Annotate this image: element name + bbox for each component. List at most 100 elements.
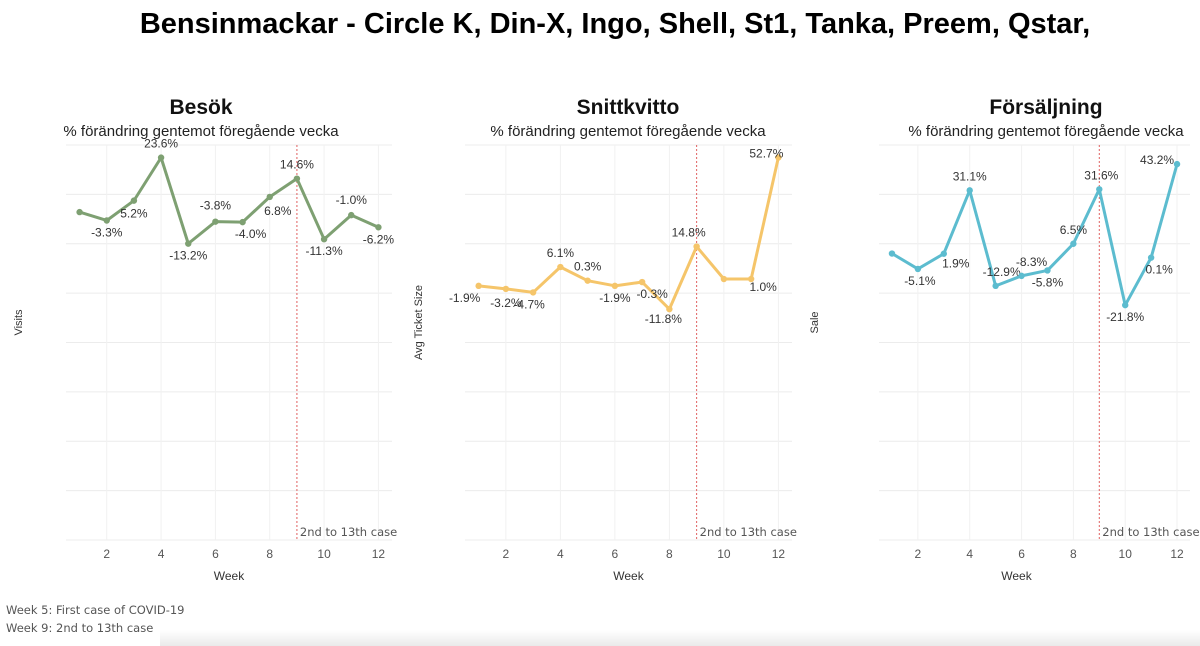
y-axis-label: Sale [809,311,821,333]
data-point [293,175,301,182]
data-point [1122,301,1129,309]
data-point [611,282,619,290]
series-line [478,157,780,311]
data-point [1018,272,1025,280]
data-point [1070,240,1077,247]
data-point [1096,186,1103,193]
data-label: -8.3% [1016,255,1048,269]
x-tick-label: 10 [317,547,331,561]
data-point [475,282,482,290]
bottom-shade [160,630,1200,646]
data-point [502,285,510,293]
x-tick-label: 12 [772,547,786,561]
chart-title: Besök [169,96,233,119]
reference-line-label: 2nd to 13th case [1102,525,1199,539]
data-label: -5.1% [904,274,936,288]
x-tick-label: 4 [557,547,564,561]
data-point [992,282,999,290]
data-label: 5.2% [120,207,148,221]
x-tick-label: 12 [1170,547,1184,561]
main-title: Bensinmackar - Circle K, Din-X, Ingo, Sh… [139,8,1091,40]
x-axis-label: Week [214,569,245,583]
reference-line-label: 2nd to 13th case [300,525,397,539]
data-label: -11.8% [645,312,682,326]
footnote-week9: Week 9: 2nd to 13th case [6,621,154,635]
data-point [747,275,755,283]
data-label: -1.9% [599,291,631,305]
data-label: -3.3% [91,225,123,239]
data-label: -1.0% [336,193,368,207]
data-label: -6.2% [363,232,395,246]
data-label: 14.6% [280,158,314,172]
line-chart-visits: 2 4 6 8 10 12 Week Visits 2nd to 13th case -3.3% 5… [13,137,397,583]
data-point [940,250,947,257]
data-label: -1.9% [449,291,481,305]
data-point [966,187,973,194]
data-point [348,211,355,219]
x-axis-label: Week [613,569,644,583]
x-tick-label: 10 [1119,547,1133,561]
line-chart-sale: 2 4 6 8 10 12 Week Sale 2nd to 13th case -5.1% 1.9… [809,144,1200,583]
data-label: 6.1% [547,246,575,260]
data-point [638,278,646,286]
data-point [666,305,673,313]
data-label: -13.2% [169,249,207,263]
line-chart-avg-ticket: 2 4 6 8 10 12 Week Avg Ticket Size 2nd to 13th c… [413,144,797,583]
reference-line-label: 2nd to 13th case [700,525,797,539]
chart-subtitle: % förändring gentemot föregående vecka [63,123,339,140]
data-label: -21.8% [1106,310,1144,324]
data-point [693,243,700,250]
chart-title: Försäljning [989,96,1103,119]
x-tick-label: 12 [372,547,386,561]
data-point [185,240,192,247]
data-point [1044,267,1051,274]
data-point [157,154,165,161]
data-point [914,265,922,273]
data-label: 0.3% [574,260,602,274]
data-label: 14.8% [672,226,706,240]
data-label: -5.8% [1032,275,1064,289]
chart-subtitle: % förändring gentemot föregående vecka [908,123,1184,140]
data-label: -3.8% [200,199,232,213]
data-point [130,197,138,204]
data-point [212,218,219,225]
data-point [775,154,782,161]
x-tick-label: 8 [666,547,673,561]
y-axis-label: Visits [13,309,25,336]
data-label: -11.3% [306,244,343,258]
x-tick-label: 6 [1018,547,1025,561]
data-point [266,193,273,201]
data-label: 1.9% [942,257,970,271]
data-label: 31.6% [1084,168,1118,182]
data-label: 43.2% [1140,153,1174,167]
x-tick-label: 4 [966,547,973,561]
footnote-week5: Week 5: First case of COVID-19 [6,603,185,617]
chart-title: Snittkvitto [576,96,680,119]
data-point [720,275,728,283]
x-axis-label: Week [1001,569,1032,583]
data-label: -0.3% [636,287,668,301]
x-tick-label: 2 [503,547,510,561]
chart-subtitle: % förändring gentemot föregående vecka [490,123,766,140]
x-tick-label: 4 [158,547,165,561]
x-tick-label: 2 [915,547,922,561]
data-point [888,250,896,257]
data-label: 31.1% [953,169,987,183]
series-line [891,163,1179,307]
data-point [529,289,537,296]
x-tick-label: 6 [612,547,619,561]
series-line [79,156,380,246]
chart-panel-sale: Försäljning % förändring gentemot föregå… [809,90,1200,590]
y-axis-label: Avg Ticket Size [413,285,425,360]
data-label: -3.2% [490,296,522,310]
x-tick-label: 2 [103,547,110,561]
x-tick-label: 6 [212,547,219,561]
data-label: 23.6% [144,137,178,151]
data-point [239,218,246,226]
data-point [1173,160,1181,168]
data-label: -4.0% [235,227,267,241]
chart-panel-visits: Besök % förändring gentemot föregående v… [13,90,400,590]
data-label: 1.0% [749,280,777,294]
x-tick-label: 8 [1070,547,1077,561]
chart-panel-avg-ticket: Snittkvitto % förändring gentemot föregå… [413,90,800,590]
